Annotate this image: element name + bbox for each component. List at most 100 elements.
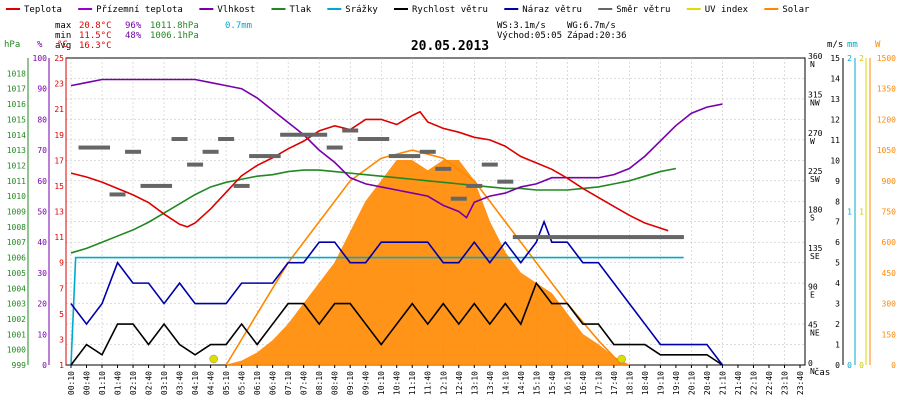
legend-label: Solar	[782, 5, 810, 15]
wind-speed-tick: 6	[835, 238, 840, 247]
x-tick-label: 09:10	[346, 371, 355, 395]
x-tick-label: 22:40	[765, 371, 774, 395]
wind-direction-tick-label: SE	[810, 252, 820, 261]
pressure-tick: 1012	[7, 161, 26, 170]
series-layer	[70, 78, 724, 366]
stats-min-humidity: 48%	[125, 31, 142, 41]
unit-ms: m/s	[827, 40, 843, 50]
legend-label: Směr větru	[616, 5, 670, 15]
humidity-tick: 0	[42, 361, 47, 370]
humidity-tick: 40	[37, 238, 47, 247]
legend-label: Tlak	[290, 5, 312, 15]
x-tick-label: 08:40	[331, 371, 340, 395]
x-tick-label: 20:40	[703, 371, 712, 395]
series-naraz-vetru	[70, 219, 724, 366]
x-tick-label: 13:10	[470, 371, 479, 395]
stats-rain-total: 0.7mm	[225, 21, 252, 31]
pressure-tick: 1005	[7, 269, 26, 278]
temperature-tick: 3	[59, 335, 64, 344]
uv-tick: 1	[859, 208, 864, 217]
stats-max-humidity: 96%	[125, 21, 142, 31]
rain-tick: 0	[847, 361, 852, 370]
wind-direction-tick: 90	[808, 282, 818, 291]
temperature-tick: 23	[54, 80, 64, 89]
series-srazky	[70, 256, 684, 366]
stats-min-temp: 11.5°C	[79, 31, 112, 41]
rain-tick: 2	[847, 54, 852, 63]
wind-ws: WS:3.1m/s	[497, 21, 546, 31]
uv-tick: 0	[859, 361, 864, 370]
x-tick-label: 14:40	[517, 371, 526, 395]
x-tick-label: 18:40	[641, 371, 650, 395]
humidity-tick: 60	[37, 177, 47, 186]
x-tick-label: 15:10	[532, 371, 541, 395]
temperature-tick: 9	[59, 259, 64, 268]
wind-direction-point	[295, 132, 312, 137]
pressure-tick: 1008	[7, 223, 26, 232]
wind-direction-point	[404, 154, 421, 159]
wind-direction-point	[233, 183, 250, 188]
wind-direction-tick: 0	[808, 359, 813, 368]
wind-direction-point	[512, 235, 529, 240]
wind-speed-tick: 14	[830, 74, 840, 83]
humidity-tick: 90	[37, 85, 47, 94]
unit-hpa: hPa	[4, 40, 20, 50]
wind-direction-tick-label: N	[810, 367, 815, 376]
wind-direction-tick-label: S	[810, 214, 815, 223]
wind-speed-tick: 2	[835, 320, 840, 329]
wind-direction-point	[450, 196, 467, 201]
legend-label: Rychlost větru	[412, 5, 488, 15]
wind-direction-point	[156, 183, 173, 188]
x-tick-label: 07:40	[300, 371, 309, 395]
x-tick-label: 01:10	[98, 371, 107, 395]
unit-celsius: °C	[57, 40, 68, 50]
chart-title: 20.05.2013	[411, 39, 489, 54]
sunrise-time: Východ:05:05	[497, 31, 562, 41]
wind-direction-point	[543, 235, 560, 240]
x-tick-label: 17:40	[610, 371, 619, 395]
wind-speed-tick: 3	[835, 300, 840, 309]
x-tick-label: 23:10	[780, 371, 789, 395]
uv-tick: 2	[859, 54, 864, 63]
wind-direction-point	[94, 145, 111, 150]
temperature-tick: 25	[54, 54, 64, 63]
temperature-tick: 15	[54, 182, 64, 191]
wind-direction-point	[218, 137, 235, 142]
legend-label: UV index	[705, 5, 749, 15]
wind-direction-tick-label: SW	[810, 175, 820, 184]
wind-wg: WG:6.7m/s	[567, 21, 616, 31]
unit-watt: W	[875, 40, 881, 50]
pressure-tick: 1001	[7, 330, 26, 339]
uv-index-point	[209, 354, 218, 364]
humidity-tick: 30	[37, 269, 47, 278]
x-tick-label: 16:10	[563, 371, 572, 395]
x-tick-label: 10:40	[393, 371, 402, 395]
wind-direction-point	[559, 235, 576, 240]
unit-percent: %	[37, 40, 43, 50]
x-tick-label: 10:10	[377, 371, 386, 395]
solar-tick: 150	[882, 330, 897, 339]
humidity-tick: 70	[37, 146, 47, 155]
wind-direction-tick: 270	[808, 129, 823, 138]
wind-direction-tick: 135	[808, 244, 823, 253]
x-tick-label: 23:40	[796, 371, 805, 395]
solar-tick: 1200	[877, 115, 896, 124]
temperature-tick: 1	[59, 361, 64, 370]
x-tick-label: 12:40	[455, 371, 464, 395]
x-tick-label: 11:10	[408, 371, 417, 395]
series-vlhkost	[70, 78, 723, 219]
x-tick-label: 06:10	[253, 371, 262, 395]
pressure-tick: 1010	[7, 192, 26, 201]
solar-tick: 600	[882, 238, 897, 247]
pressure-tick: 1013	[7, 146, 26, 155]
legend-label: Teplota	[24, 5, 62, 15]
stats-min-pressure: 1006.1hPa	[150, 31, 199, 41]
wind-direction-point	[140, 183, 157, 188]
wind-direction-point	[125, 149, 142, 154]
x-tick-label: 13:40	[486, 371, 495, 395]
x-tick-label: 05:40	[238, 371, 247, 395]
x-tick-label: 19:40	[672, 371, 681, 395]
humidity-tick: 100	[33, 54, 48, 63]
legend-label: Srážky	[345, 5, 378, 15]
